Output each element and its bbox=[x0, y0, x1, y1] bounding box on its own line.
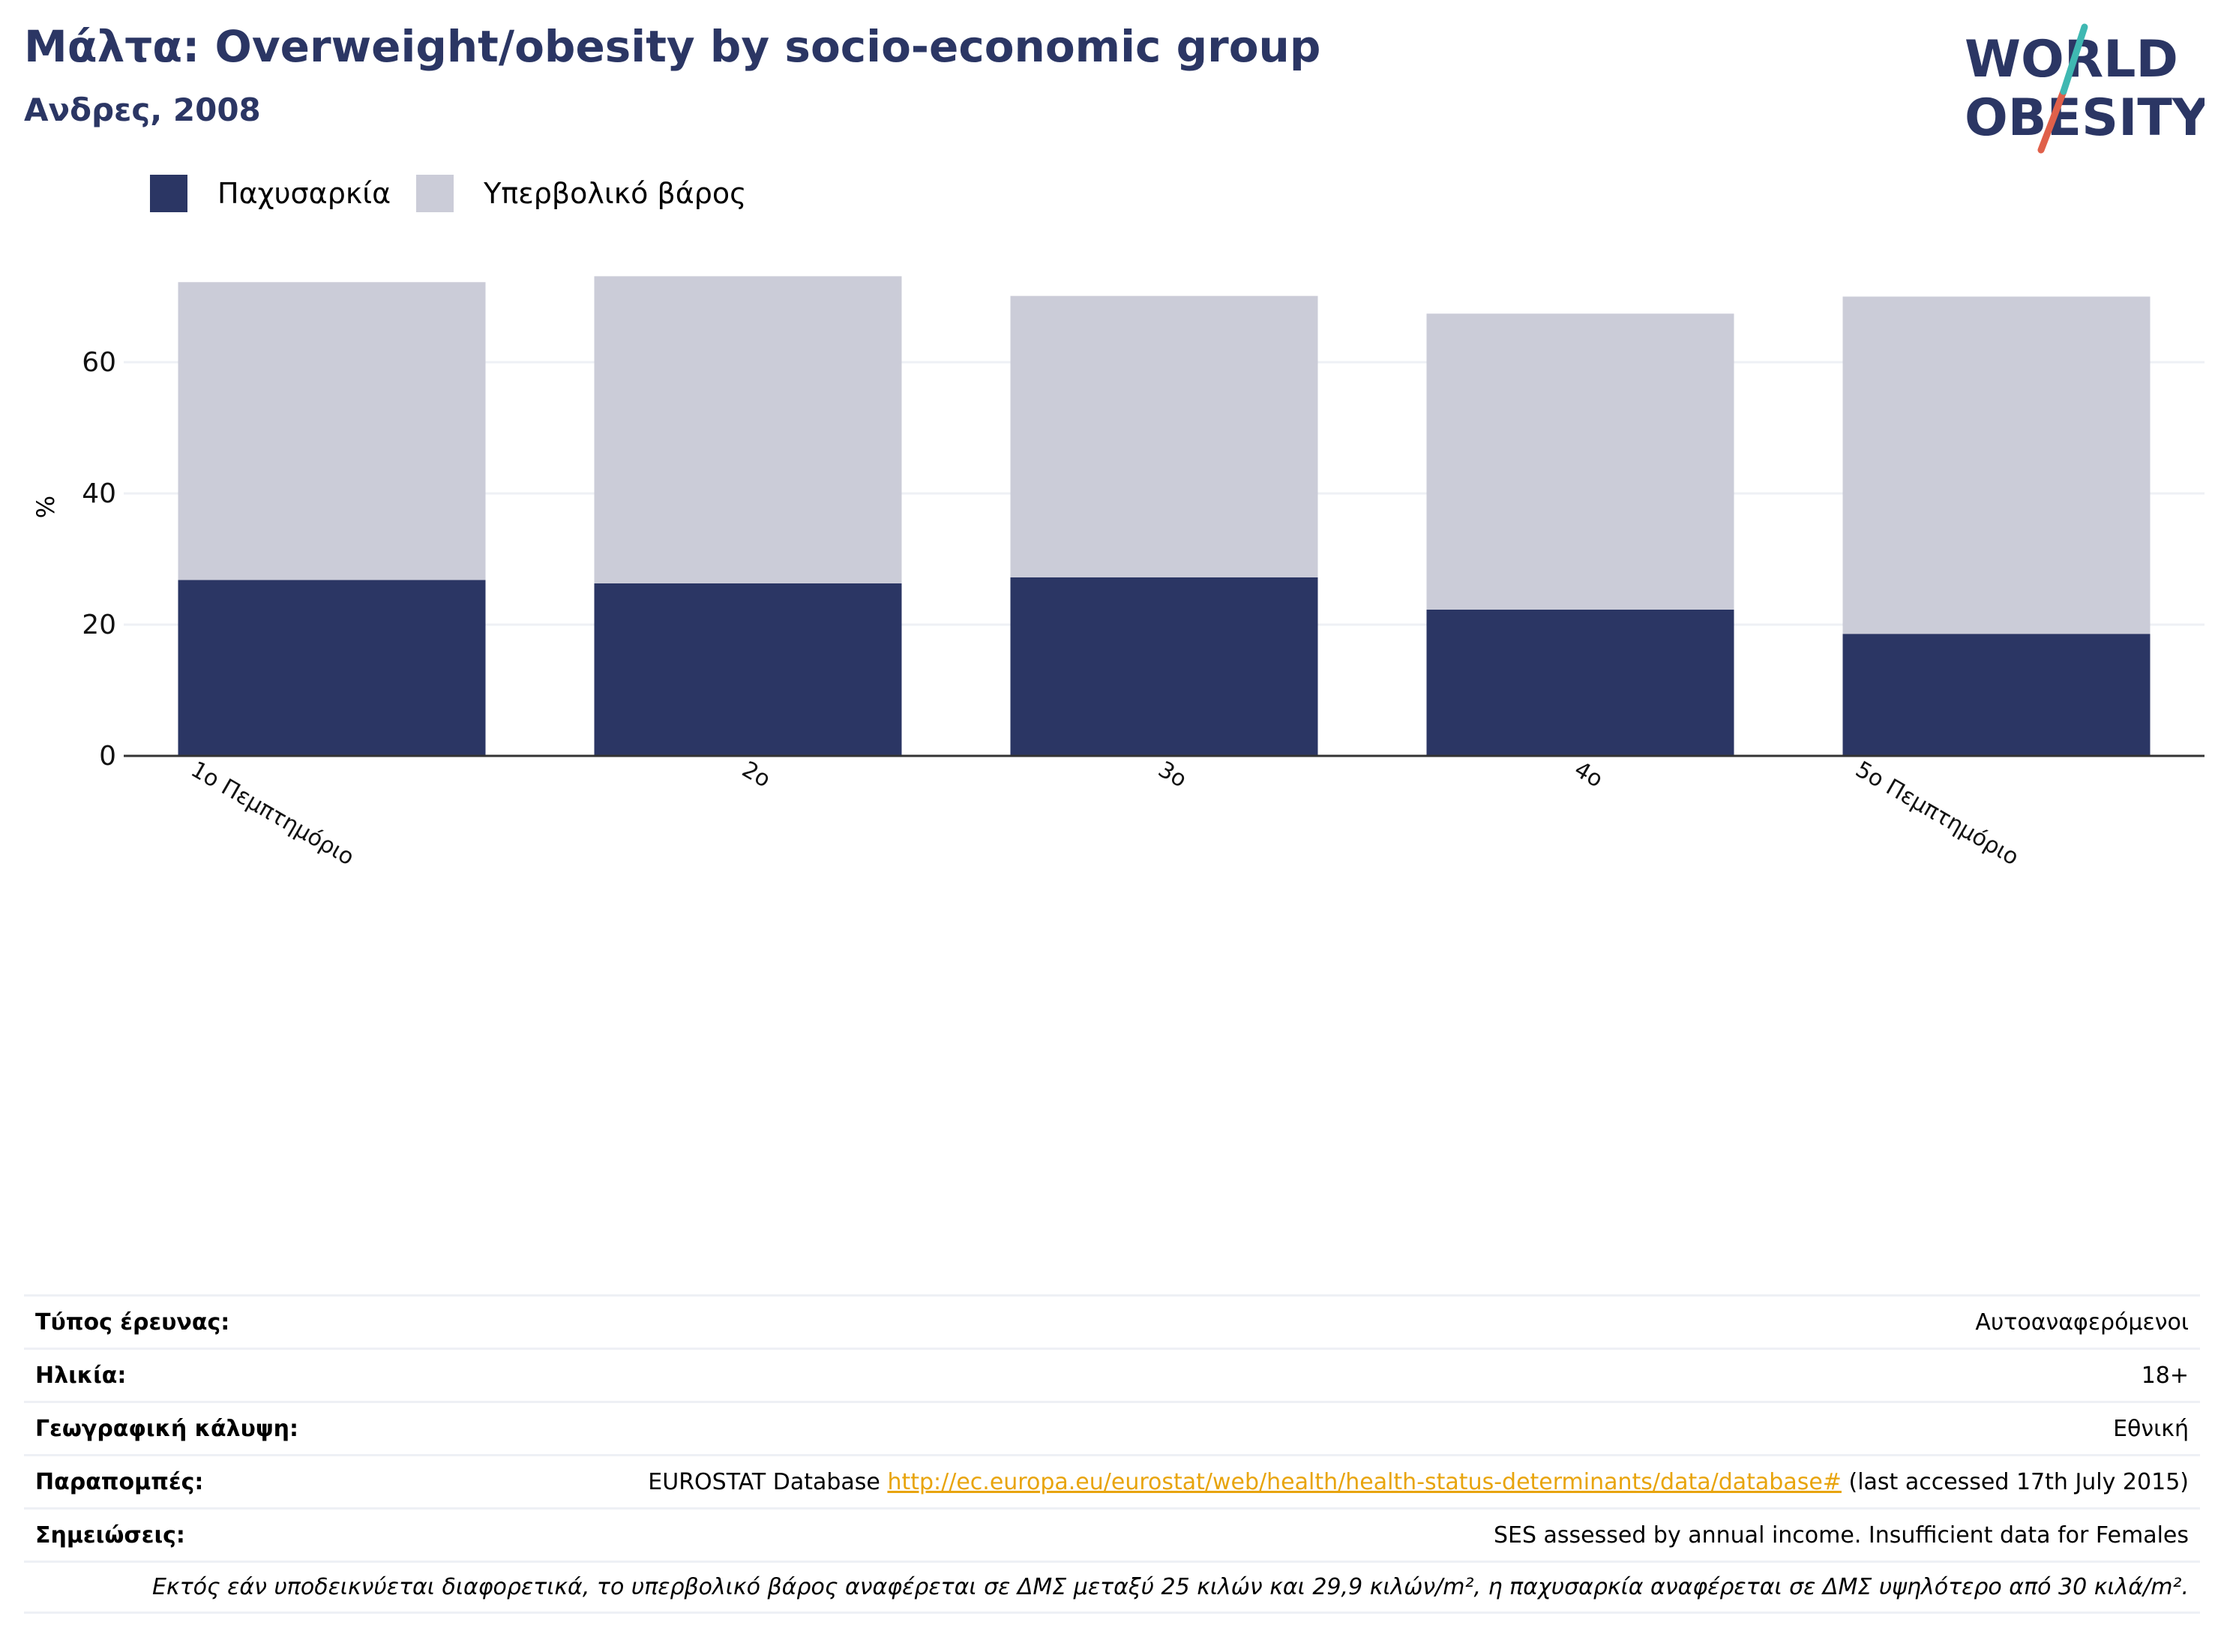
bar-overweight-3 bbox=[1010, 295, 1318, 577]
bar-obesity-5 bbox=[1842, 634, 2151, 756]
bar-obesity-1 bbox=[178, 580, 486, 756]
x-tick-label: 3ο bbox=[1154, 757, 1191, 793]
bar-obesity-4 bbox=[1426, 609, 1734, 756]
info-row-age: Ηλικία: 18+ bbox=[24, 1348, 2200, 1401]
y-axis-label: % bbox=[31, 496, 60, 518]
legend-item-obesity: Παχυσαρκία bbox=[150, 175, 391, 212]
legend-swatch-overweight bbox=[416, 175, 454, 212]
info-label: Τύπος έρευνας: bbox=[35, 1309, 230, 1336]
info-row-coverage: Γεωγραφική κάλυψη: Εθνική bbox=[24, 1401, 2200, 1454]
legend-label-overweight: Υπερβολικό βάρος bbox=[484, 177, 747, 210]
info-value: Εθνική bbox=[2113, 1415, 2189, 1442]
info-label: Γεωγραφική κάλυψη: bbox=[35, 1415, 299, 1442]
x-tick-label: 5ο Πεμπτημόριο bbox=[1851, 757, 2024, 871]
footnote-text: Εκτός εάν υποδεικνύεται διαφορετικά, το … bbox=[151, 1574, 2189, 1600]
y-tick-label: 0 bbox=[99, 741, 116, 772]
info-value: SES assessed by annual income. Insuffici… bbox=[1493, 1522, 2189, 1549]
legend-swatch-obesity bbox=[150, 175, 187, 212]
logo-line2: OBESITY bbox=[1965, 88, 2205, 148]
info-row-notes: Σημειώσεις: SES assessed by annual incom… bbox=[24, 1507, 2200, 1561]
chart-subtitle: Ανδρες, 2008 bbox=[24, 91, 261, 128]
bars bbox=[178, 276, 2151, 756]
y-axis-ticks: 0 20 40 60 bbox=[82, 347, 116, 772]
legend-label-obesity: Παχυσαρκία bbox=[217, 177, 391, 210]
bar-overweight-5 bbox=[1842, 296, 2151, 634]
reference-suffix: (last accessed 17th July 2015) bbox=[1848, 1468, 2189, 1495]
info-row-footnote: Εκτός εάν υποδεικνύεται διαφορετικά, το … bbox=[24, 1561, 2200, 1614]
info-label: Σημειώσεις: bbox=[35, 1522, 185, 1549]
bar-overweight-1 bbox=[178, 282, 486, 580]
x-tick-label: 1ο Πεμπτημόριο bbox=[187, 757, 359, 871]
legend-item-overweight: Υπερβολικό βάρος bbox=[416, 175, 746, 212]
bar-overweight-2 bbox=[594, 276, 902, 583]
y-tick-label: 40 bbox=[82, 478, 116, 509]
x-axis-ticks: 1ο Πεμπτημόριο 2ο 3ο 4ο 5ο Πεμπτημόριο bbox=[187, 757, 2024, 871]
bar-obesity-2 bbox=[594, 583, 902, 756]
info-value: Αυτοαναφερόμενοι bbox=[1975, 1309, 2189, 1336]
info-row-survey-type: Τύπος έρευνας: Αυτοαναφερόμενοι bbox=[24, 1294, 2200, 1348]
logo-slash-lower bbox=[2037, 88, 2067, 154]
world-obesity-logo: WORLD OBESITY bbox=[1965, 23, 2205, 154]
info-label: Ηλικία: bbox=[35, 1362, 127, 1389]
info-value: 18+ bbox=[2141, 1362, 2189, 1389]
reference-prefix: EUROSTAT Database bbox=[648, 1468, 880, 1495]
stacked-bar-chart: 0 20 40 60 % 1ο Πεμπτημόριο 2ο 3ο 4ο 5ο Πεμπτημ… bbox=[31, 276, 2205, 871]
info-row-references: Παραπομπές: EUROSTAT Database http://ec.… bbox=[24, 1454, 2200, 1507]
bar-obesity-3 bbox=[1010, 577, 1318, 756]
chart-legend: Παχυσαρκία Υπερβολικό βάρος bbox=[150, 174, 772, 213]
info-value: EUROSTAT Database http://ec.europa.eu/eu… bbox=[648, 1469, 2189, 1495]
x-tick-label: 2ο bbox=[738, 757, 775, 793]
x-tick-label: 4ο bbox=[1570, 757, 1608, 793]
y-tick-label: 60 bbox=[82, 347, 116, 378]
info-label: Παραπομπές: bbox=[35, 1468, 204, 1495]
info-table: Τύπος έρευνας: Αυτοαναφερόμενοι Ηλικία: … bbox=[24, 1294, 2200, 1614]
chart-title: Μάλτα: Overweight/obesity by socio-econo… bbox=[24, 21, 1321, 72]
logo-slash-upper bbox=[2060, 23, 2088, 95]
reference-link[interactable]: http://ec.europa.eu/eurostat/web/health/… bbox=[887, 1468, 1842, 1495]
bar-overweight-4 bbox=[1426, 313, 1734, 610]
y-tick-label: 20 bbox=[82, 610, 116, 640]
